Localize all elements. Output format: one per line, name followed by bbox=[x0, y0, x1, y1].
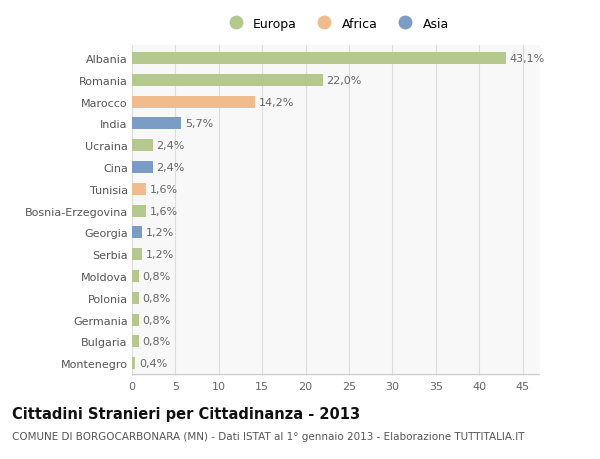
Text: 0,8%: 0,8% bbox=[142, 293, 170, 303]
Text: 1,6%: 1,6% bbox=[149, 185, 178, 195]
Text: 0,8%: 0,8% bbox=[142, 336, 170, 347]
Bar bbox=[132, 292, 139, 304]
Bar bbox=[132, 184, 146, 196]
Bar bbox=[132, 53, 506, 65]
Text: 1,2%: 1,2% bbox=[146, 228, 174, 238]
Text: 0,4%: 0,4% bbox=[139, 358, 167, 368]
Bar bbox=[132, 314, 139, 326]
Text: 2,4%: 2,4% bbox=[157, 141, 185, 151]
Text: 1,6%: 1,6% bbox=[149, 206, 178, 216]
Bar bbox=[132, 96, 255, 108]
Bar bbox=[132, 118, 181, 130]
Bar bbox=[132, 75, 323, 87]
Text: 22,0%: 22,0% bbox=[326, 76, 362, 86]
Text: 0,8%: 0,8% bbox=[142, 315, 170, 325]
Text: 2,4%: 2,4% bbox=[157, 162, 185, 173]
Text: 0,8%: 0,8% bbox=[142, 271, 170, 281]
Text: COMUNE DI BORGOCARBONARA (MN) - Dati ISTAT al 1° gennaio 2013 - Elaborazione TUT: COMUNE DI BORGOCARBONARA (MN) - Dati IST… bbox=[12, 431, 524, 442]
Text: 1,2%: 1,2% bbox=[146, 250, 174, 260]
Bar bbox=[132, 336, 139, 347]
Text: 5,7%: 5,7% bbox=[185, 119, 213, 129]
Bar bbox=[132, 227, 142, 239]
Bar bbox=[132, 249, 142, 261]
Bar bbox=[132, 162, 153, 174]
Legend: Europa, Africa, Asia: Europa, Africa, Asia bbox=[221, 15, 452, 33]
Text: 43,1%: 43,1% bbox=[509, 54, 545, 64]
Bar bbox=[132, 270, 139, 282]
Bar bbox=[132, 358, 136, 369]
Text: Cittadini Stranieri per Cittadinanza - 2013: Cittadini Stranieri per Cittadinanza - 2… bbox=[12, 406, 360, 421]
Bar bbox=[132, 205, 146, 217]
Text: 14,2%: 14,2% bbox=[259, 97, 294, 107]
Bar bbox=[132, 140, 153, 152]
